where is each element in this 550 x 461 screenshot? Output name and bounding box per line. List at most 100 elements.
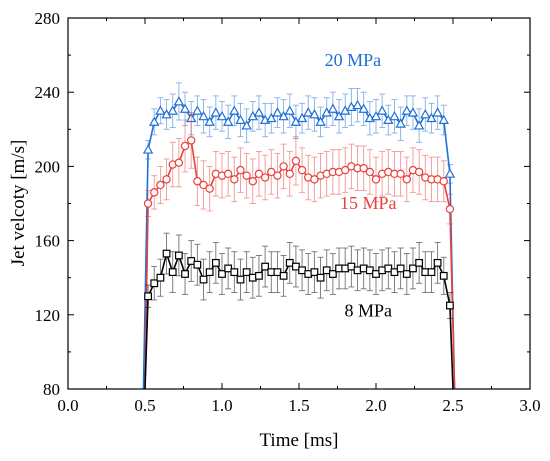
y-tick-label: 120 — [35, 306, 61, 325]
20-mpa-point — [327, 103, 339, 113]
15-mpa-point — [205, 184, 214, 193]
20-mpa-point — [296, 112, 308, 123]
15-mpa-point — [439, 177, 448, 186]
20-mpa-point — [315, 116, 326, 126]
8-mpa-point — [396, 264, 405, 273]
8-mpa-point — [236, 275, 245, 284]
x-tick-label: 0.0 — [57, 396, 78, 415]
8-mpa-point — [310, 268, 319, 277]
8-mpa-point — [402, 270, 411, 278]
8-mpa-point — [205, 268, 214, 277]
20-mpa-point — [309, 109, 320, 119]
20-mpa-point — [173, 96, 185, 106]
15-mpa-point — [279, 162, 288, 171]
15-mpa-point — [273, 171, 282, 180]
8-mpa-point — [193, 260, 202, 269]
20-mpa-point — [401, 105, 413, 115]
20-mpa-label: 20 MPa — [325, 50, 382, 70]
15-mpa-point — [359, 164, 368, 173]
15-mpa-point — [297, 165, 307, 175]
8-mpa-label: 8 MPa — [345, 301, 393, 321]
20-mpa-point — [198, 110, 209, 121]
20-mpa-point — [235, 114, 246, 124]
8-mpa-point — [255, 271, 263, 280]
20-mpa-point — [179, 103, 191, 113]
8-mpa-point — [218, 270, 226, 278]
20-mpa-point — [395, 118, 406, 128]
15-mpa-point — [396, 169, 405, 179]
8-mpa-point — [150, 279, 159, 288]
20-mpa-point — [155, 105, 166, 115]
8-mpa-point — [446, 301, 454, 310]
8-mpa-point — [230, 268, 239, 277]
15-mpa-point — [248, 177, 257, 186]
15-mpa-point — [285, 169, 294, 179]
y-tick-label: 240 — [35, 83, 61, 102]
8-mpa-point — [211, 258, 220, 267]
20-mpa-point — [303, 107, 314, 117]
axes-layer: 0.0 0.5 1.0 1.5 2.0 2.5 3.0 80 120 160 200 240 280 — [35, 9, 541, 415]
x-tick-label: 2.0 — [365, 396, 386, 415]
8-mpa-point — [261, 262, 270, 271]
series-layer: 20 MPa 15 MPa 8 MPa — [142, 50, 456, 390]
8-mpa-point — [242, 268, 251, 277]
y-axis-title: Jet velcoty [m/s] — [8, 140, 29, 267]
8-mpa-point — [144, 292, 152, 301]
8-mpa-point — [174, 251, 183, 260]
15-mpa-point — [193, 177, 202, 186]
15-mpa-point — [156, 180, 165, 190]
series-20-mpa: 20 MPa — [142, 50, 456, 390]
plot-frame — [67, 17, 531, 390]
20-mpa-point — [358, 103, 369, 113]
20-mpa-point — [204, 116, 215, 126]
8-mpa-point — [199, 275, 208, 284]
15-mpa-point — [341, 165, 350, 175]
8-mpa-point — [415, 258, 424, 267]
20-mpa-point — [241, 120, 252, 130]
15-mpa-point — [254, 169, 264, 179]
series-15-mpa: 15 MPa — [143, 112, 456, 390]
15-mpa-point — [291, 156, 301, 166]
x-tick-label: 3.0 — [519, 396, 540, 415]
20-mpa-point — [278, 110, 289, 121]
15-mpa-point — [371, 175, 381, 184]
8-mpa-point — [409, 264, 417, 273]
15-mpa-point — [162, 175, 171, 184]
15-mpa-point — [186, 136, 196, 145]
20-mpa-line — [142, 100, 456, 390]
15-mpa-point — [180, 141, 190, 151]
20-mpa-point — [142, 144, 154, 154]
20-mpa-point — [222, 116, 234, 126]
15-mpa-point — [230, 175, 239, 184]
20-mpa-point — [272, 107, 283, 117]
15-mpa-point — [267, 167, 276, 177]
20-mpa-point — [253, 107, 265, 117]
15-mpa-point — [310, 175, 319, 184]
20-mpa-point — [376, 105, 388, 115]
20-mpa-point — [444, 168, 456, 178]
15-mpa-point — [174, 158, 184, 167]
15-mpa-point — [445, 204, 455, 214]
15-mpa-point — [236, 165, 245, 175]
15-mpa-point — [223, 169, 233, 179]
20-mpa-point — [426, 112, 437, 123]
20-mpa-point — [432, 107, 443, 117]
8-mpa-point — [316, 273, 325, 282]
8-mpa-point — [328, 270, 337, 278]
20-mpa-point — [370, 110, 382, 121]
y-tick-label: 280 — [35, 9, 61, 28]
x-tick-label: 1.5 — [288, 396, 309, 415]
15-mpa-point — [242, 171, 251, 180]
8-mpa-point — [168, 268, 177, 277]
20-mpa-point — [229, 105, 240, 115]
8-mpa-point — [181, 270, 189, 278]
15-mpa-point — [260, 173, 270, 182]
20-mpa-point — [389, 110, 400, 121]
20-mpa-point — [420, 109, 431, 119]
8-mpa-point — [433, 258, 442, 267]
20-mpa-point — [333, 110, 345, 121]
15-mpa-point — [402, 175, 411, 184]
x-tick-label: 2.5 — [442, 396, 463, 415]
20-mpa-point — [284, 105, 295, 115]
15-mpa-label: 15 MPa — [340, 193, 397, 213]
